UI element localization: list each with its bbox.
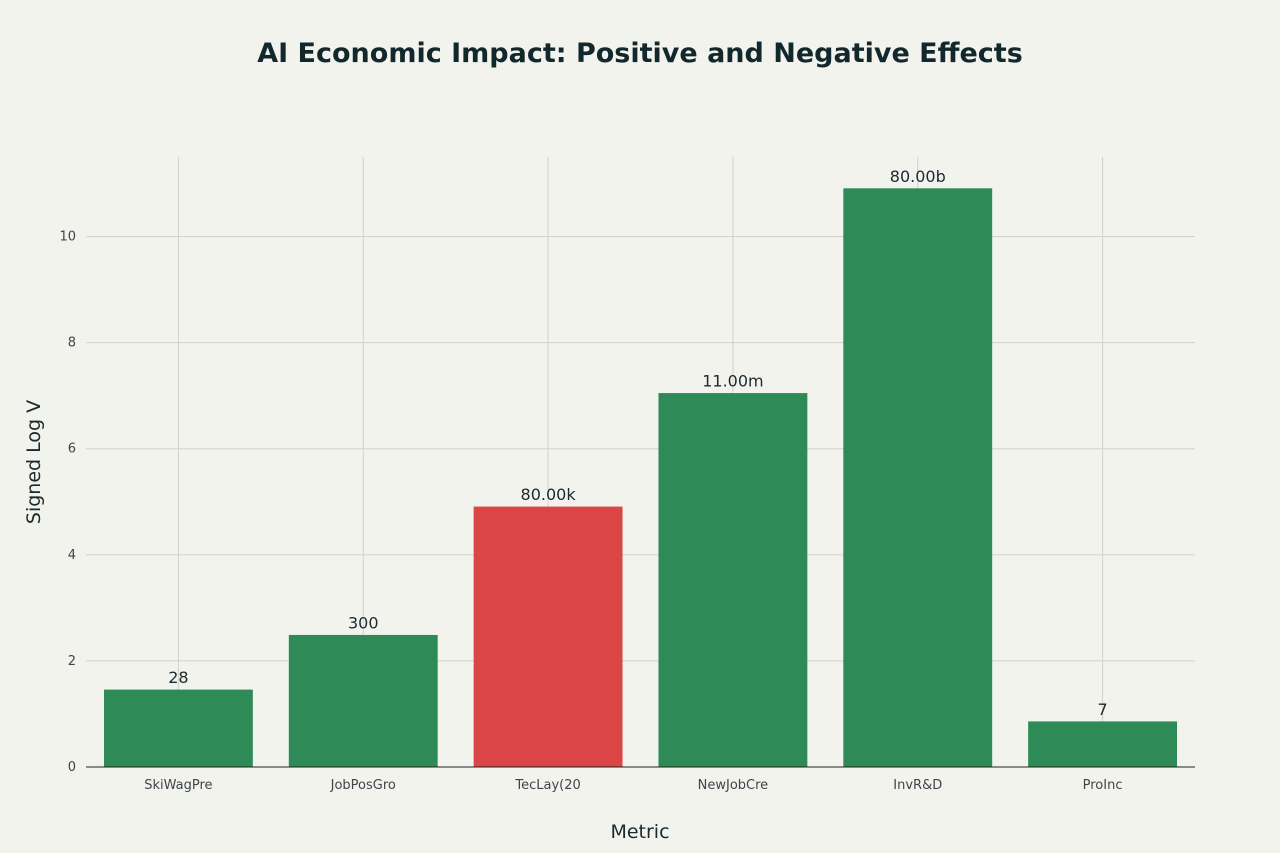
x-tick-label: NewJobCre [698, 778, 769, 793]
bar [843, 188, 993, 768]
chart-title: AI Economic Impact: Positive and Negativ… [257, 38, 1023, 69]
grid-layer [86, 157, 1195, 767]
bar [658, 393, 808, 768]
x-tick-label: TecLay(20 [514, 778, 580, 793]
y-tick-label: 6 [68, 442, 76, 457]
data-label: 80.00k [521, 485, 577, 504]
bar [288, 634, 438, 768]
x-axis-title: Metric [610, 821, 669, 843]
data-label: 80.00b [890, 167, 946, 186]
y-tick-label: 8 [68, 336, 76, 351]
bar [1028, 721, 1178, 768]
label-layer: 0 2 4 6 8 10 SkiWagPre 28 JobPosGro 300 TecLay(20 8… [59, 167, 1195, 793]
data-label: 300 [348, 613, 379, 632]
bar [473, 506, 623, 768]
data-label: 7 [1097, 700, 1107, 719]
x-tick-label: JobPosGro [330, 778, 396, 793]
y-tick-label: 0 [68, 760, 76, 775]
y-tick-label: 10 [59, 230, 76, 245]
x-tick-label: ProInc [1083, 778, 1123, 793]
data-label: 28 [168, 668, 188, 687]
y-tick-label: 2 [68, 654, 76, 669]
bar [103, 689, 253, 768]
bar-layer [103, 188, 1178, 768]
data-label: 11.00m [702, 372, 763, 391]
x-tick-label: SkiWagPre [144, 778, 212, 793]
y-axis-title: Signed Log V [23, 400, 45, 524]
y-tick-label: 4 [68, 548, 76, 563]
x-tick-label: InvR&D [893, 778, 942, 793]
